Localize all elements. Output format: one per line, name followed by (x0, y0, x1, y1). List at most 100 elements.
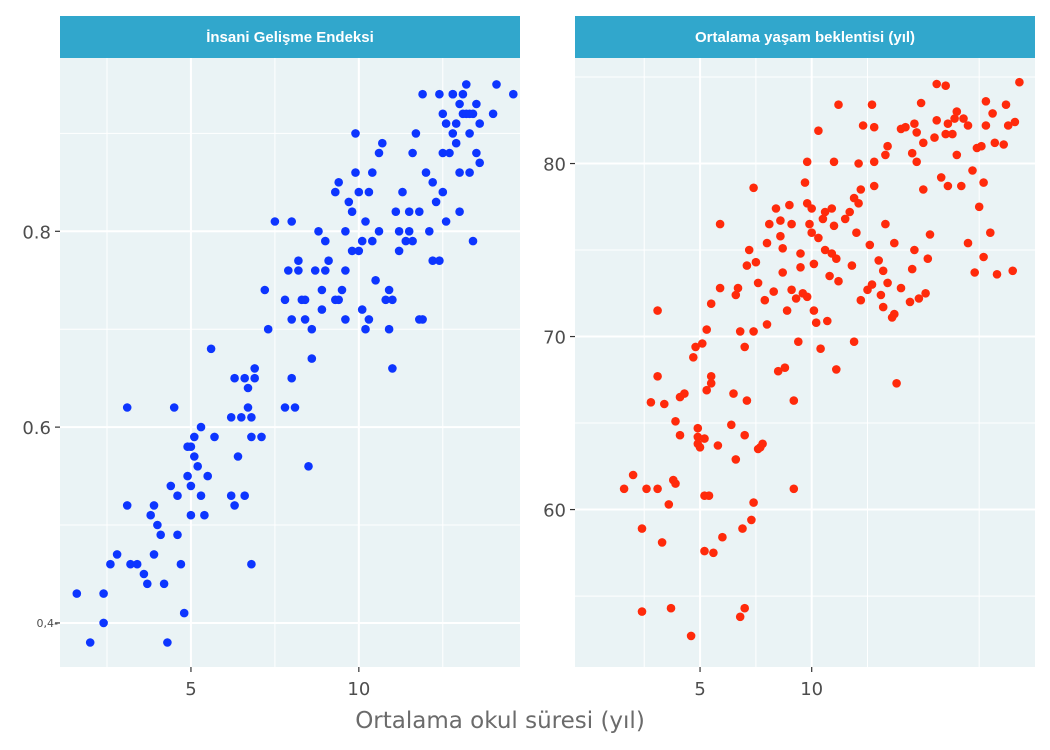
data-point (455, 168, 464, 177)
data-point (776, 231, 785, 241)
data-point (796, 249, 805, 258)
data-point (735, 327, 745, 336)
data-point (832, 365, 841, 374)
data-point (280, 403, 290, 412)
data-point (664, 500, 674, 509)
data-point (173, 530, 182, 540)
facet-strip (575, 16, 1035, 58)
data-point (290, 403, 300, 412)
data-point (758, 439, 767, 449)
data-point (203, 471, 212, 481)
data-point (789, 484, 799, 494)
data-point (852, 228, 861, 237)
data-point (361, 324, 370, 334)
data-point (814, 233, 823, 243)
data-point (671, 479, 680, 488)
data-point (869, 181, 879, 191)
data-point (912, 157, 921, 167)
data-point (351, 129, 360, 138)
data-point (438, 148, 448, 158)
data-point (800, 178, 810, 187)
data-point (112, 550, 122, 559)
data-point (992, 270, 1002, 279)
y-tick-label: 70 (543, 328, 566, 349)
data-point (829, 157, 839, 167)
data-point (169, 403, 179, 412)
x-axis-title: Ortalama okul süresi (yıl) (355, 708, 645, 734)
data-point (986, 228, 995, 237)
data-point (700, 546, 709, 556)
data-point (773, 366, 783, 376)
data-point (881, 150, 890, 160)
data-point (907, 148, 917, 158)
data-point (698, 339, 707, 348)
data-point (916, 98, 926, 108)
data-point (428, 256, 438, 266)
data-point (706, 299, 716, 309)
data-point (789, 396, 799, 405)
data-point (509, 89, 518, 99)
data-point (914, 294, 924, 303)
data-point (391, 207, 401, 216)
data-point (999, 140, 1008, 149)
data-point (702, 325, 711, 334)
data-point (384, 285, 394, 295)
data-point (240, 491, 249, 501)
data-point (237, 413, 246, 422)
data-point (1015, 77, 1024, 87)
data-point (675, 430, 685, 440)
data-point (738, 524, 747, 533)
data-point (465, 129, 474, 138)
data-point (769, 287, 778, 296)
data-point (963, 121, 973, 130)
data-point (431, 197, 441, 207)
data-point (337, 285, 347, 295)
data-point (139, 569, 149, 579)
data-point (287, 315, 297, 324)
data-point (742, 261, 752, 270)
data-point (415, 207, 424, 216)
data-point (163, 638, 172, 647)
data-point (941, 81, 950, 90)
data-point (950, 114, 959, 123)
data-point (472, 99, 481, 109)
data-point (979, 252, 988, 262)
data-point (492, 80, 501, 89)
data-point (307, 324, 317, 334)
data-point (901, 122, 910, 132)
data-point (628, 470, 638, 480)
data-point (919, 138, 928, 148)
data-point (968, 166, 977, 175)
data-point (666, 603, 676, 613)
data-point (731, 290, 741, 300)
data-point (324, 256, 333, 266)
data-point (642, 484, 651, 494)
data-point (294, 256, 303, 266)
data-point (771, 204, 781, 213)
data-point (791, 294, 801, 303)
data-point (247, 413, 256, 422)
data-point (388, 364, 397, 373)
data-point (700, 434, 709, 443)
data-point (146, 510, 155, 520)
data-point (398, 187, 407, 197)
data-point (354, 187, 364, 197)
data-point (910, 245, 919, 255)
data-point (881, 219, 890, 229)
data-point (176, 559, 186, 569)
data-point (874, 256, 883, 265)
data-point (1010, 117, 1020, 127)
data-point (451, 119, 461, 128)
data-point (921, 289, 930, 298)
data-point (200, 510, 209, 520)
data-point (99, 618, 108, 628)
data-point (776, 216, 785, 225)
data-point (441, 119, 451, 128)
data-point (765, 219, 774, 229)
data-point (932, 116, 941, 125)
data-point (706, 379, 716, 388)
data-point (425, 227, 434, 236)
data-point (832, 254, 841, 263)
data-point (890, 309, 899, 319)
